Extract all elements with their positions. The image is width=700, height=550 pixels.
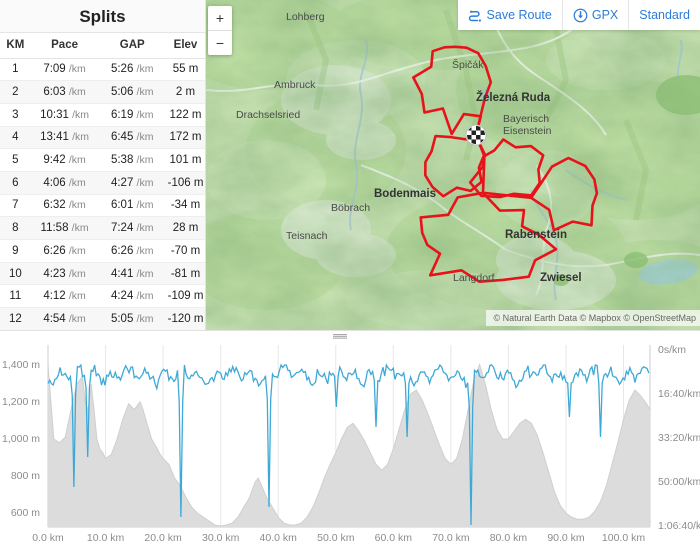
svg-text:60.0 km: 60.0 km: [375, 532, 413, 544]
svg-text:40.0 km: 40.0 km: [260, 532, 298, 544]
svg-text:70.0 km: 70.0 km: [432, 532, 470, 544]
svg-text:90.0 km: 90.0 km: [547, 532, 585, 544]
svg-text:16:40/km: 16:40/km: [658, 388, 700, 400]
svg-text:1,400 m: 1,400 m: [2, 359, 40, 371]
svg-text:30.0 km: 30.0 km: [202, 532, 240, 544]
svg-text:80.0 km: 80.0 km: [490, 532, 528, 544]
svg-text:Drachselsried: Drachselsried: [236, 109, 300, 121]
svg-text:Böbrach: Böbrach: [331, 202, 370, 214]
svg-text:800 m: 800 m: [11, 470, 40, 482]
svg-text:1,200 m: 1,200 m: [2, 396, 40, 408]
svg-text:0s/km: 0s/km: [658, 344, 686, 356]
svg-text:0.0 km: 0.0 km: [32, 532, 64, 544]
svg-text:Špičák: Špičák: [452, 58, 484, 71]
svg-text:Lohberg: Lohberg: [286, 11, 325, 23]
svg-text:Bayerisch: Bayerisch: [503, 113, 549, 125]
svg-text:1:06:40/km: 1:06:40/km: [658, 520, 700, 532]
svg-text:Bodenmais: Bodenmais: [374, 188, 436, 200]
svg-text:Ambruck: Ambruck: [274, 79, 316, 91]
svg-text:20.0 km: 20.0 km: [144, 532, 182, 544]
svg-text:© Natural Earth Data © Mapbox: © Natural Earth Data © Mapbox © OpenStre…: [494, 313, 697, 323]
svg-text:Rabenstein: Rabenstein: [505, 229, 567, 241]
svg-text:50:00/km: 50:00/km: [658, 476, 700, 488]
svg-text:Teisnach: Teisnach: [286, 230, 328, 242]
svg-text:600 m: 600 m: [11, 507, 40, 519]
svg-text:1,000 m: 1,000 m: [2, 433, 40, 445]
svg-text:100.0 km: 100.0 km: [602, 532, 645, 544]
svg-text:33:20/km: 33:20/km: [658, 432, 700, 444]
svg-text:Železná Ruda: Železná Ruda: [476, 91, 551, 104]
svg-text:Langdorf: Langdorf: [453, 272, 495, 284]
svg-text:Eisenstein: Eisenstein: [503, 125, 552, 137]
svg-text:10.0 km: 10.0 km: [87, 532, 125, 544]
svg-text:Zwiesel: Zwiesel: [540, 272, 582, 284]
svg-text:50.0 km: 50.0 km: [317, 532, 355, 544]
